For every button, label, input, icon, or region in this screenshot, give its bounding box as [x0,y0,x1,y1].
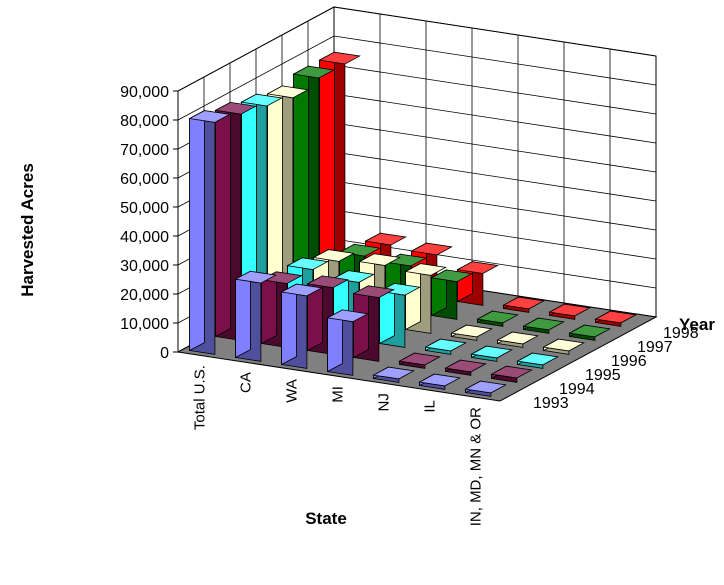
bar-1995-6 [470,345,513,362]
bar-1998-1 [318,51,361,285]
x-tick-label: CA [238,372,255,393]
y-tick-label: 80,000 [120,113,169,130]
y-tick-label: 20,000 [120,287,169,304]
bar-1995-1 [240,93,283,327]
y-tick-label: 10,000 [120,316,169,333]
bar-1994-5 [398,352,441,369]
z-tick-label: 1993 [533,395,569,412]
bar-1997-7 [568,324,611,341]
z-axis-title: Year [679,315,715,334]
x-axis-title: State [305,509,347,528]
bar-1994-6 [444,359,487,376]
x-tick-label: NJ [376,393,393,411]
z-tick-label: 1994 [559,381,595,398]
bar-1996-7 [542,338,585,355]
bar-1997-4 [430,269,473,320]
bar-1998-5 [502,296,545,313]
bar-1994-3 [306,275,349,355]
y-tick-label: 60,000 [120,171,169,188]
chart-bars [188,51,637,397]
x-tick-label: Total U.S. [192,365,209,430]
y-tick-label: 30,000 [120,258,169,275]
bar-1997-5 [476,310,519,327]
y-tick-label: 70,000 [120,142,169,159]
bar-1995-7 [516,352,559,369]
x-axis-tick-labels: Total U.S. CA WA MI NJ IL IN, MD, MN & OR [192,365,485,526]
z-tick-label: 1996 [611,353,647,370]
y-tick-label: 90,000 [120,84,169,101]
bar-1993-3 [280,283,323,369]
z-tick-label: 1997 [637,339,673,356]
bar-1998-6 [548,303,591,320]
x-tick-label: MI [330,386,347,403]
bar-1993-5 [372,366,415,383]
y-tick-label: 40,000 [120,229,169,246]
bar-1996-6 [496,331,539,348]
bar-1994-7 [490,365,533,383]
bar-1994-4 [352,285,395,362]
bar-1993-6 [418,373,461,390]
bar-1995-4 [378,282,421,348]
bar-1995-5 [424,338,467,355]
bar-1998-4 [456,261,499,306]
bar-1996-5 [450,324,493,341]
bar-1993-4 [326,309,369,376]
bar-1993-2 [234,270,277,362]
z-tick-label: 1998 [663,325,699,342]
bar-1998-7 [594,310,637,327]
y-tick-label: 0 [160,345,169,362]
bar-1994-1 [214,101,257,341]
bar-1997-1 [292,65,335,299]
y-tick-label: 50,000 [120,200,169,217]
x-tick-label: IN, MD, MN & OR [468,407,485,526]
x-tick-label: WA [284,379,301,403]
x-tick-label: IL [422,400,439,413]
bar-1993-7 [464,380,507,397]
y-axis-ticks: 0 10,000 20,000 30,000 40,000 50,000 60,000 70,… [120,84,178,362]
bar-1997-6 [522,317,565,334]
z-tick-label: 1995 [585,367,621,384]
y-axis-title: Harvested Acres [18,163,37,297]
bar-1993-1 [188,109,231,355]
